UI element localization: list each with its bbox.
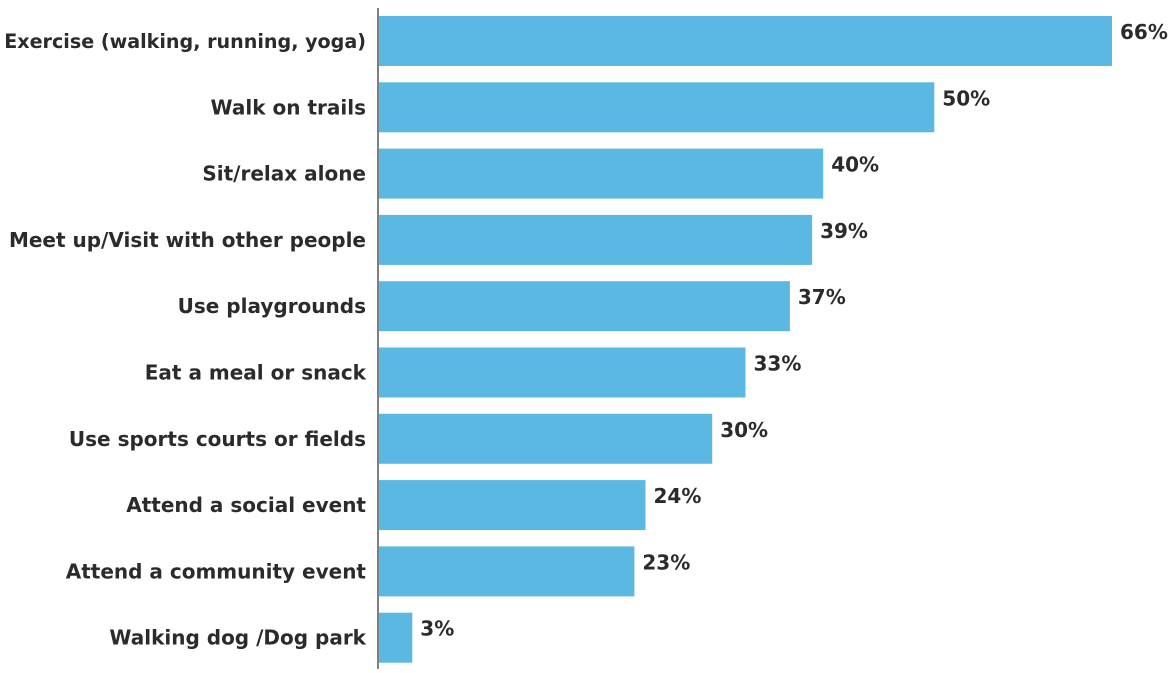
value-label-10: 3% bbox=[420, 617, 454, 641]
category-label-2: Walk on trails bbox=[211, 95, 366, 119]
bar-4 bbox=[379, 214, 813, 265]
bar-10 bbox=[379, 612, 413, 663]
bars-group bbox=[379, 16, 1112, 663]
category-label-1: Exercise (walking, running, yoga) bbox=[4, 30, 366, 53]
category-label-7: Use sports courts or fields bbox=[69, 427, 366, 451]
value-label-8: 24% bbox=[654, 484, 702, 508]
value-label-2: 50% bbox=[942, 86, 990, 110]
bar-1 bbox=[379, 16, 1112, 66]
bar-5 bbox=[379, 281, 790, 332]
bar-3 bbox=[379, 148, 824, 199]
value-label-3: 40% bbox=[831, 153, 879, 177]
category-label-4: Meet up/Visit with other people bbox=[9, 228, 366, 252]
category-label-9: Attend a community event bbox=[66, 559, 367, 583]
value-label-5: 37% bbox=[798, 285, 846, 309]
bar-8 bbox=[379, 480, 646, 531]
category-label-10: Walking dog /Dog park bbox=[109, 626, 366, 650]
bar-9 bbox=[379, 546, 635, 597]
category-label-6: Eat a meal or snack bbox=[145, 361, 367, 385]
bar-6 bbox=[379, 347, 746, 398]
bar-7 bbox=[379, 413, 713, 464]
bar-2 bbox=[379, 82, 935, 133]
value-label-4: 39% bbox=[820, 219, 868, 243]
value-labels-group: 66% 50% 40% 39% 37% 33% 30% 24% 23% 3% bbox=[420, 20, 1168, 641]
category-labels-group: Exercise (walking, running, yoga) Walk on… bbox=[4, 30, 366, 650]
value-label-6: 33% bbox=[754, 352, 802, 376]
category-label-3: Sit/relax alone bbox=[202, 162, 366, 186]
category-label-8: Attend a social event bbox=[126, 493, 366, 517]
value-label-7: 30% bbox=[720, 418, 768, 442]
category-label-5: Use playgrounds bbox=[178, 294, 366, 318]
value-label-1: 66% bbox=[1120, 20, 1168, 44]
value-label-9: 23% bbox=[642, 550, 690, 574]
